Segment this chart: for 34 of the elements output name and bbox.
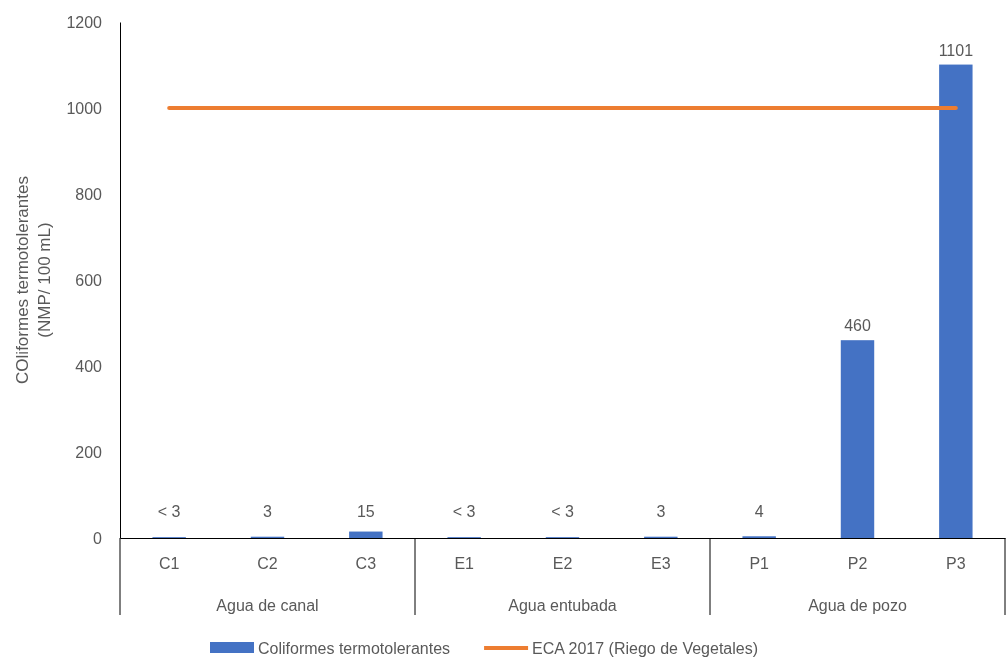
data-label: < 3: [551, 503, 574, 520]
y-tick-label: 400: [75, 357, 103, 375]
y-tick-label: 800: [75, 185, 103, 203]
text: Agua entubada: [508, 597, 617, 614]
x-tick-label: E3: [651, 555, 671, 573]
x-tick-label: P1: [749, 555, 770, 573]
y-tick-label: 1000: [66, 99, 103, 117]
x-tick-label: C1: [158, 555, 180, 573]
text: Agua de pozo: [808, 597, 907, 614]
legend-label: Coliformes termotolerantes: [258, 640, 451, 657]
data-label: 1101: [938, 41, 974, 59]
x-tick-label: P2: [847, 555, 868, 573]
x-tick-label: E2: [552, 555, 573, 573]
y-tick-label: 200: [75, 443, 103, 461]
y-axis-title: COliformes termotolerantes (NMP/ 100 mL): [13, 176, 54, 384]
data-label: 15: [356, 503, 375, 520]
data-label: 3: [656, 503, 666, 520]
y-tick-label: 0: [93, 529, 103, 547]
x-tick-label: E1: [454, 555, 475, 573]
bar: [840, 340, 875, 538]
data-label: < 3: [157, 503, 181, 520]
data-label: 460: [844, 317, 871, 335]
bar: [939, 64, 973, 538]
text: Agua de canal: [216, 597, 319, 614]
data-label: < 3: [452, 503, 476, 520]
bar: [349, 531, 383, 538]
x-tick-label: C3: [355, 555, 377, 573]
data-label: 3: [263, 503, 273, 520]
y-tick-label: 600: [75, 271, 103, 289]
x-tick-label: P3: [946, 555, 966, 573]
data-label: 4: [754, 503, 764, 520]
y-tick-label: 1200: [66, 13, 103, 31]
x-tick-label: C2: [257, 555, 278, 573]
legend-label: ECA 2017 (Riego de Vegetales): [532, 640, 759, 657]
